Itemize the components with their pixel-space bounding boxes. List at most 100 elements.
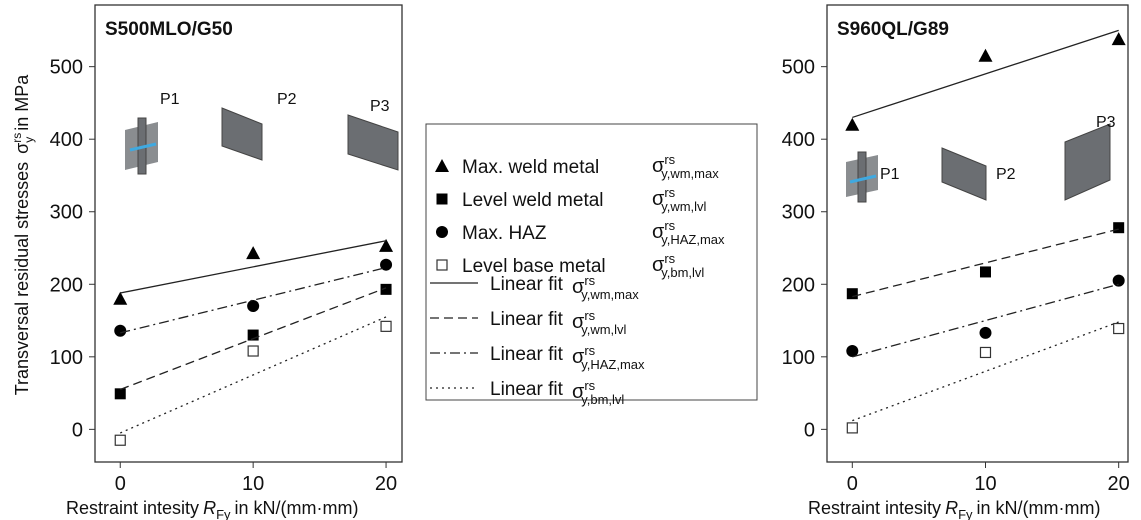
y-tick-label: 500 [782, 57, 815, 79]
superscript: rs [584, 343, 595, 358]
x-tick-label: 0 [847, 473, 858, 495]
y-tick-label: 300 [782, 202, 815, 224]
y-tick-label: 300 [50, 202, 83, 224]
y-axis-label: Transversal residual stressesσrsyin MPa [10, 74, 36, 396]
label-unit: in kN/(mm·mm) [977, 498, 1101, 518]
fit-line [852, 284, 1118, 357]
legend-label: Max. weld metal [462, 157, 599, 178]
marker-circle [114, 325, 126, 337]
label-sub: Fy [216, 507, 231, 520]
plate-icon [222, 108, 262, 160]
label-text: Transversal residual stresses [12, 162, 32, 395]
label-unit: in kN/(mm·mm) [235, 498, 359, 518]
marker-triangle [246, 246, 260, 259]
marker-open-square [1114, 324, 1124, 334]
plate-label: P3 [1096, 114, 1116, 131]
marker-open-square [248, 346, 258, 356]
superscript: rs [584, 378, 595, 393]
marker-triangle [845, 118, 859, 131]
plate-label: P2 [996, 166, 1016, 183]
y-tick-label: 0 [804, 419, 815, 441]
y-tick-label: 100 [50, 347, 83, 369]
y-tick-label: 400 [782, 129, 815, 151]
y-tick-label: 0 [72, 419, 83, 441]
plate-label: P2 [277, 91, 297, 108]
legend-label: Level weld metal [462, 190, 604, 211]
plate-icon [942, 148, 986, 200]
subscript: y,bm,lvl [661, 265, 704, 280]
marker-square [1113, 222, 1124, 233]
y-tick-label: 200 [782, 274, 815, 296]
x-tick-label: 20 [1108, 473, 1130, 495]
label-symbol: R [203, 498, 216, 518]
plot-frame [95, 5, 402, 462]
legend-label: Linear fit [490, 344, 564, 365]
label-unit: in MPa [12, 74, 32, 131]
marker-circle [979, 327, 991, 339]
subscript: y,wm,max [581, 287, 639, 302]
legend-marker [437, 194, 448, 205]
chart-title: S960QL/G89 [837, 19, 949, 40]
symbol-label: σrsy,wm,max [572, 273, 639, 302]
plate-label: P1 [880, 166, 900, 183]
x-tick-label: 20 [375, 473, 397, 495]
legend-label: Linear fit [490, 274, 564, 295]
subscript: y,wm,max [661, 166, 719, 181]
marker-open-square [381, 321, 391, 331]
plate-label: P1 [160, 91, 180, 108]
y-tick-label: 500 [50, 57, 83, 79]
plate-icons [125, 108, 1110, 202]
legend-marker [436, 226, 448, 238]
subscript: y,wm,lvl [661, 199, 706, 214]
label-sub: Fy [958, 507, 973, 520]
y-tick-label: 100 [782, 347, 815, 369]
marker-open-square [847, 423, 857, 433]
plate-icon [1065, 124, 1110, 200]
y-tick-label: 400 [50, 129, 83, 151]
superscript: rs [664, 185, 675, 200]
superscript: rs [584, 273, 595, 288]
x-tick-label: 10 [242, 473, 264, 495]
superscript: rs [584, 308, 595, 323]
marker-square [115, 388, 126, 399]
subscript: y,HAZ,max [581, 357, 645, 372]
fit-line [852, 229, 1118, 296]
legend-label: Linear fit [490, 309, 564, 330]
marker-triangle [1112, 32, 1126, 45]
marker-square [980, 266, 991, 277]
subscript: y,wm,lvl [581, 322, 626, 337]
plot-frame [827, 5, 1128, 462]
legend-marker [437, 260, 447, 270]
marker-square [847, 288, 858, 299]
chart-title: S500MLO/G50 [105, 19, 233, 40]
subscript: y,HAZ,max [661, 232, 725, 247]
label-text: Restraint intesity [66, 498, 199, 518]
superscript: rs [664, 251, 675, 266]
marker-circle [247, 300, 259, 312]
legend-label: Max. HAZ [462, 223, 547, 244]
label-symbol: R [945, 498, 958, 518]
label-symbol: σ [12, 143, 32, 154]
label-sub: y [22, 137, 36, 143]
fit-line [852, 30, 1118, 117]
y-tick-label: 200 [50, 274, 83, 296]
page: S500MLO/G50010020030040050001020P1P2P3Re… [0, 0, 1141, 520]
legend-marker [435, 159, 449, 172]
plate-icon [348, 115, 398, 170]
x-tick-label: 0 [115, 473, 126, 495]
label-text: Restraint intesity [808, 498, 941, 518]
plate-icon [858, 152, 866, 202]
subscript: y,bm,lvl [581, 392, 624, 407]
plate-label: P3 [370, 98, 390, 115]
figure: S500MLO/G50010020030040050001020P1P2P3Re… [0, 0, 1141, 520]
superscript: rs [664, 218, 675, 233]
legend-label: Linear fit [490, 379, 564, 400]
